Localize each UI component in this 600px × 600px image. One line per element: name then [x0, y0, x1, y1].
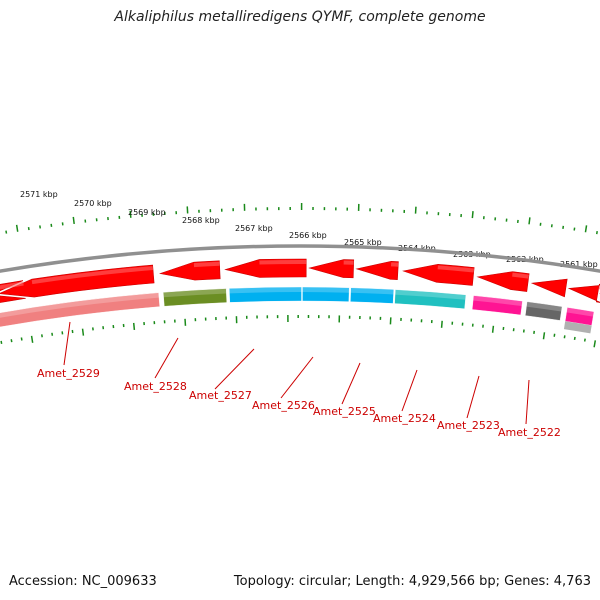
cds-arrow-highlight	[31, 266, 154, 285]
topology-text: Topology: circular; Length: 4,929,566 bp…	[233, 574, 591, 589]
cog-block	[350, 287, 395, 304]
major-tick	[491, 325, 495, 333]
cog-block	[471, 295, 523, 316]
cds-arrow	[308, 259, 355, 279]
cog-block-highlight	[0, 292, 160, 318]
major-tick	[440, 320, 443, 328]
genome-backbone	[0, 244, 600, 273]
gene-label: Amet_2524	[373, 412, 436, 425]
leader-line	[341, 362, 361, 405]
kbp-tick-label: 2566 kbp	[289, 231, 327, 240]
leader-line	[466, 375, 480, 419]
minor-tick	[0, 340, 3, 345]
cds-arrow-highlight	[0, 281, 24, 290]
gene-label: Amet_2523	[437, 419, 500, 432]
gene-label: Amet_2522	[498, 426, 561, 439]
kbp-tick-label: 2568 kbp	[182, 216, 220, 225]
cog-block-highlight	[395, 289, 466, 300]
gene-labels: Amet_2529Amet_2528Amet_2527Amet_2526Amet…	[37, 367, 561, 439]
cog-block-highlight	[229, 286, 302, 294]
leader-line	[280, 356, 314, 399]
cog-block-highlight	[163, 288, 227, 298]
kbp-tick-label: 2570 kbp	[74, 199, 112, 208]
cog-block	[394, 289, 467, 309]
kbp-tick-label: 2571 kbp	[20, 190, 58, 199]
cds-arrow-highlight	[193, 261, 220, 268]
leader-line	[63, 321, 71, 366]
major-tick	[542, 332, 546, 340]
inner-tick-ring	[0, 315, 597, 348]
kbp-tick-label: 2569 kbp	[128, 208, 166, 217]
major-tick	[528, 217, 531, 225]
kbp-tick-label: 2567 kbp	[235, 224, 273, 233]
major-tick	[129, 210, 132, 218]
cds-arrow	[355, 261, 399, 280]
accession-text: Accession: NC_009633	[9, 574, 157, 589]
cds-arrow	[530, 278, 568, 298]
cds-track	[0, 258, 600, 303]
gene-label: Amet_2525	[313, 405, 376, 418]
cog-block	[162, 288, 227, 307]
cds-arrow-highlight	[437, 265, 475, 273]
major-tick	[30, 335, 34, 343]
major-tick	[593, 340, 597, 348]
cog-block	[0, 292, 160, 328]
kbp-tick-label: 2565 kbp	[344, 238, 382, 247]
gene-label: Amet_2526	[252, 399, 315, 412]
leader-line	[401, 369, 418, 412]
cog-block	[563, 321, 592, 334]
gene-label: Amet_2528	[124, 380, 187, 393]
major-tick	[584, 225, 588, 233]
cog-block-highlight	[566, 307, 595, 317]
cog-block	[229, 286, 302, 303]
major-tick	[15, 224, 19, 232]
leader-line	[525, 379, 530, 425]
cog-block-highlight	[350, 287, 394, 295]
leader-line	[154, 337, 179, 379]
cds-arrow-highlight	[343, 260, 354, 265]
outer-tick-ring	[5, 203, 598, 235]
leader-line	[214, 348, 255, 390]
cog-block	[525, 301, 563, 321]
cog-block-highlight	[526, 301, 563, 312]
cog-block	[302, 286, 350, 302]
cog-block-highlight	[302, 287, 350, 293]
gene-label: Amet_2529	[37, 367, 100, 380]
cds-arrow-highlight	[390, 262, 399, 267]
cds-arrow-highlight	[259, 259, 307, 265]
cog-track	[0, 286, 595, 334]
label-leader-lines	[63, 321, 530, 425]
cog-block-highlight	[473, 295, 523, 307]
major-tick	[81, 328, 85, 336]
map-title: Alkaliphilus metalliredigens QYMF, compl…	[114, 9, 486, 25]
kbp-tick-label: 2561 kbp	[560, 260, 598, 269]
cds-arrow	[567, 283, 600, 303]
gene-label: Amet_2527	[189, 389, 252, 402]
major-tick	[132, 322, 136, 331]
major-tick	[471, 211, 474, 219]
cds-arrow-highlight	[512, 272, 529, 279]
major-tick	[72, 216, 75, 225]
